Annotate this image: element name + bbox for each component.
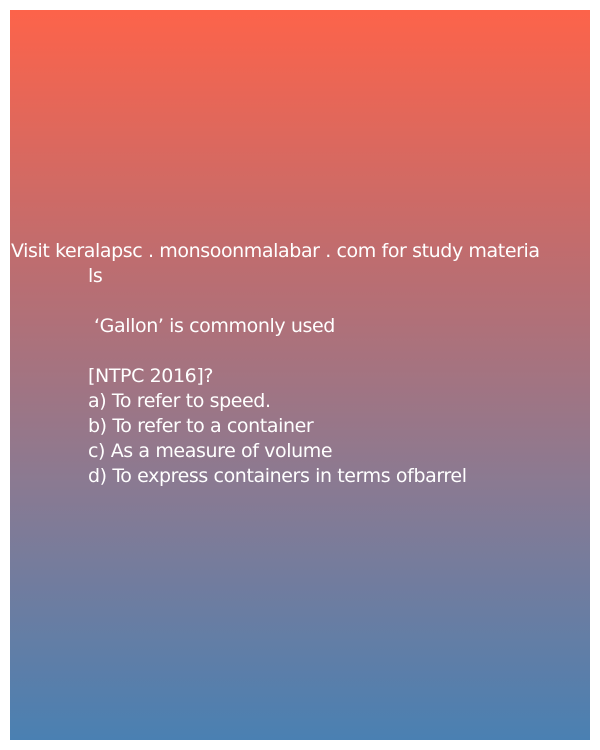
option-c: c) As a measure of volume [88,440,333,462]
study-material-banner-continuation: ls [88,265,103,287]
question-text: ‘Gallon’ is commonly used [94,315,335,337]
question-source: [NTPC 2016]? [88,365,214,387]
study-material-banner: Visit keralapsc . monsoonmalabar . com f… [11,240,540,262]
question-card: Visit keralapsc . monsoonmalabar . com f… [10,10,590,740]
answer-options: a) To refer to speed. b) To refer to a c… [88,389,467,489]
option-d: d) To express containers in terms ofbarr… [88,465,467,487]
option-b: b) To refer to a container [88,415,314,437]
option-a: a) To refer to speed. [88,390,271,412]
